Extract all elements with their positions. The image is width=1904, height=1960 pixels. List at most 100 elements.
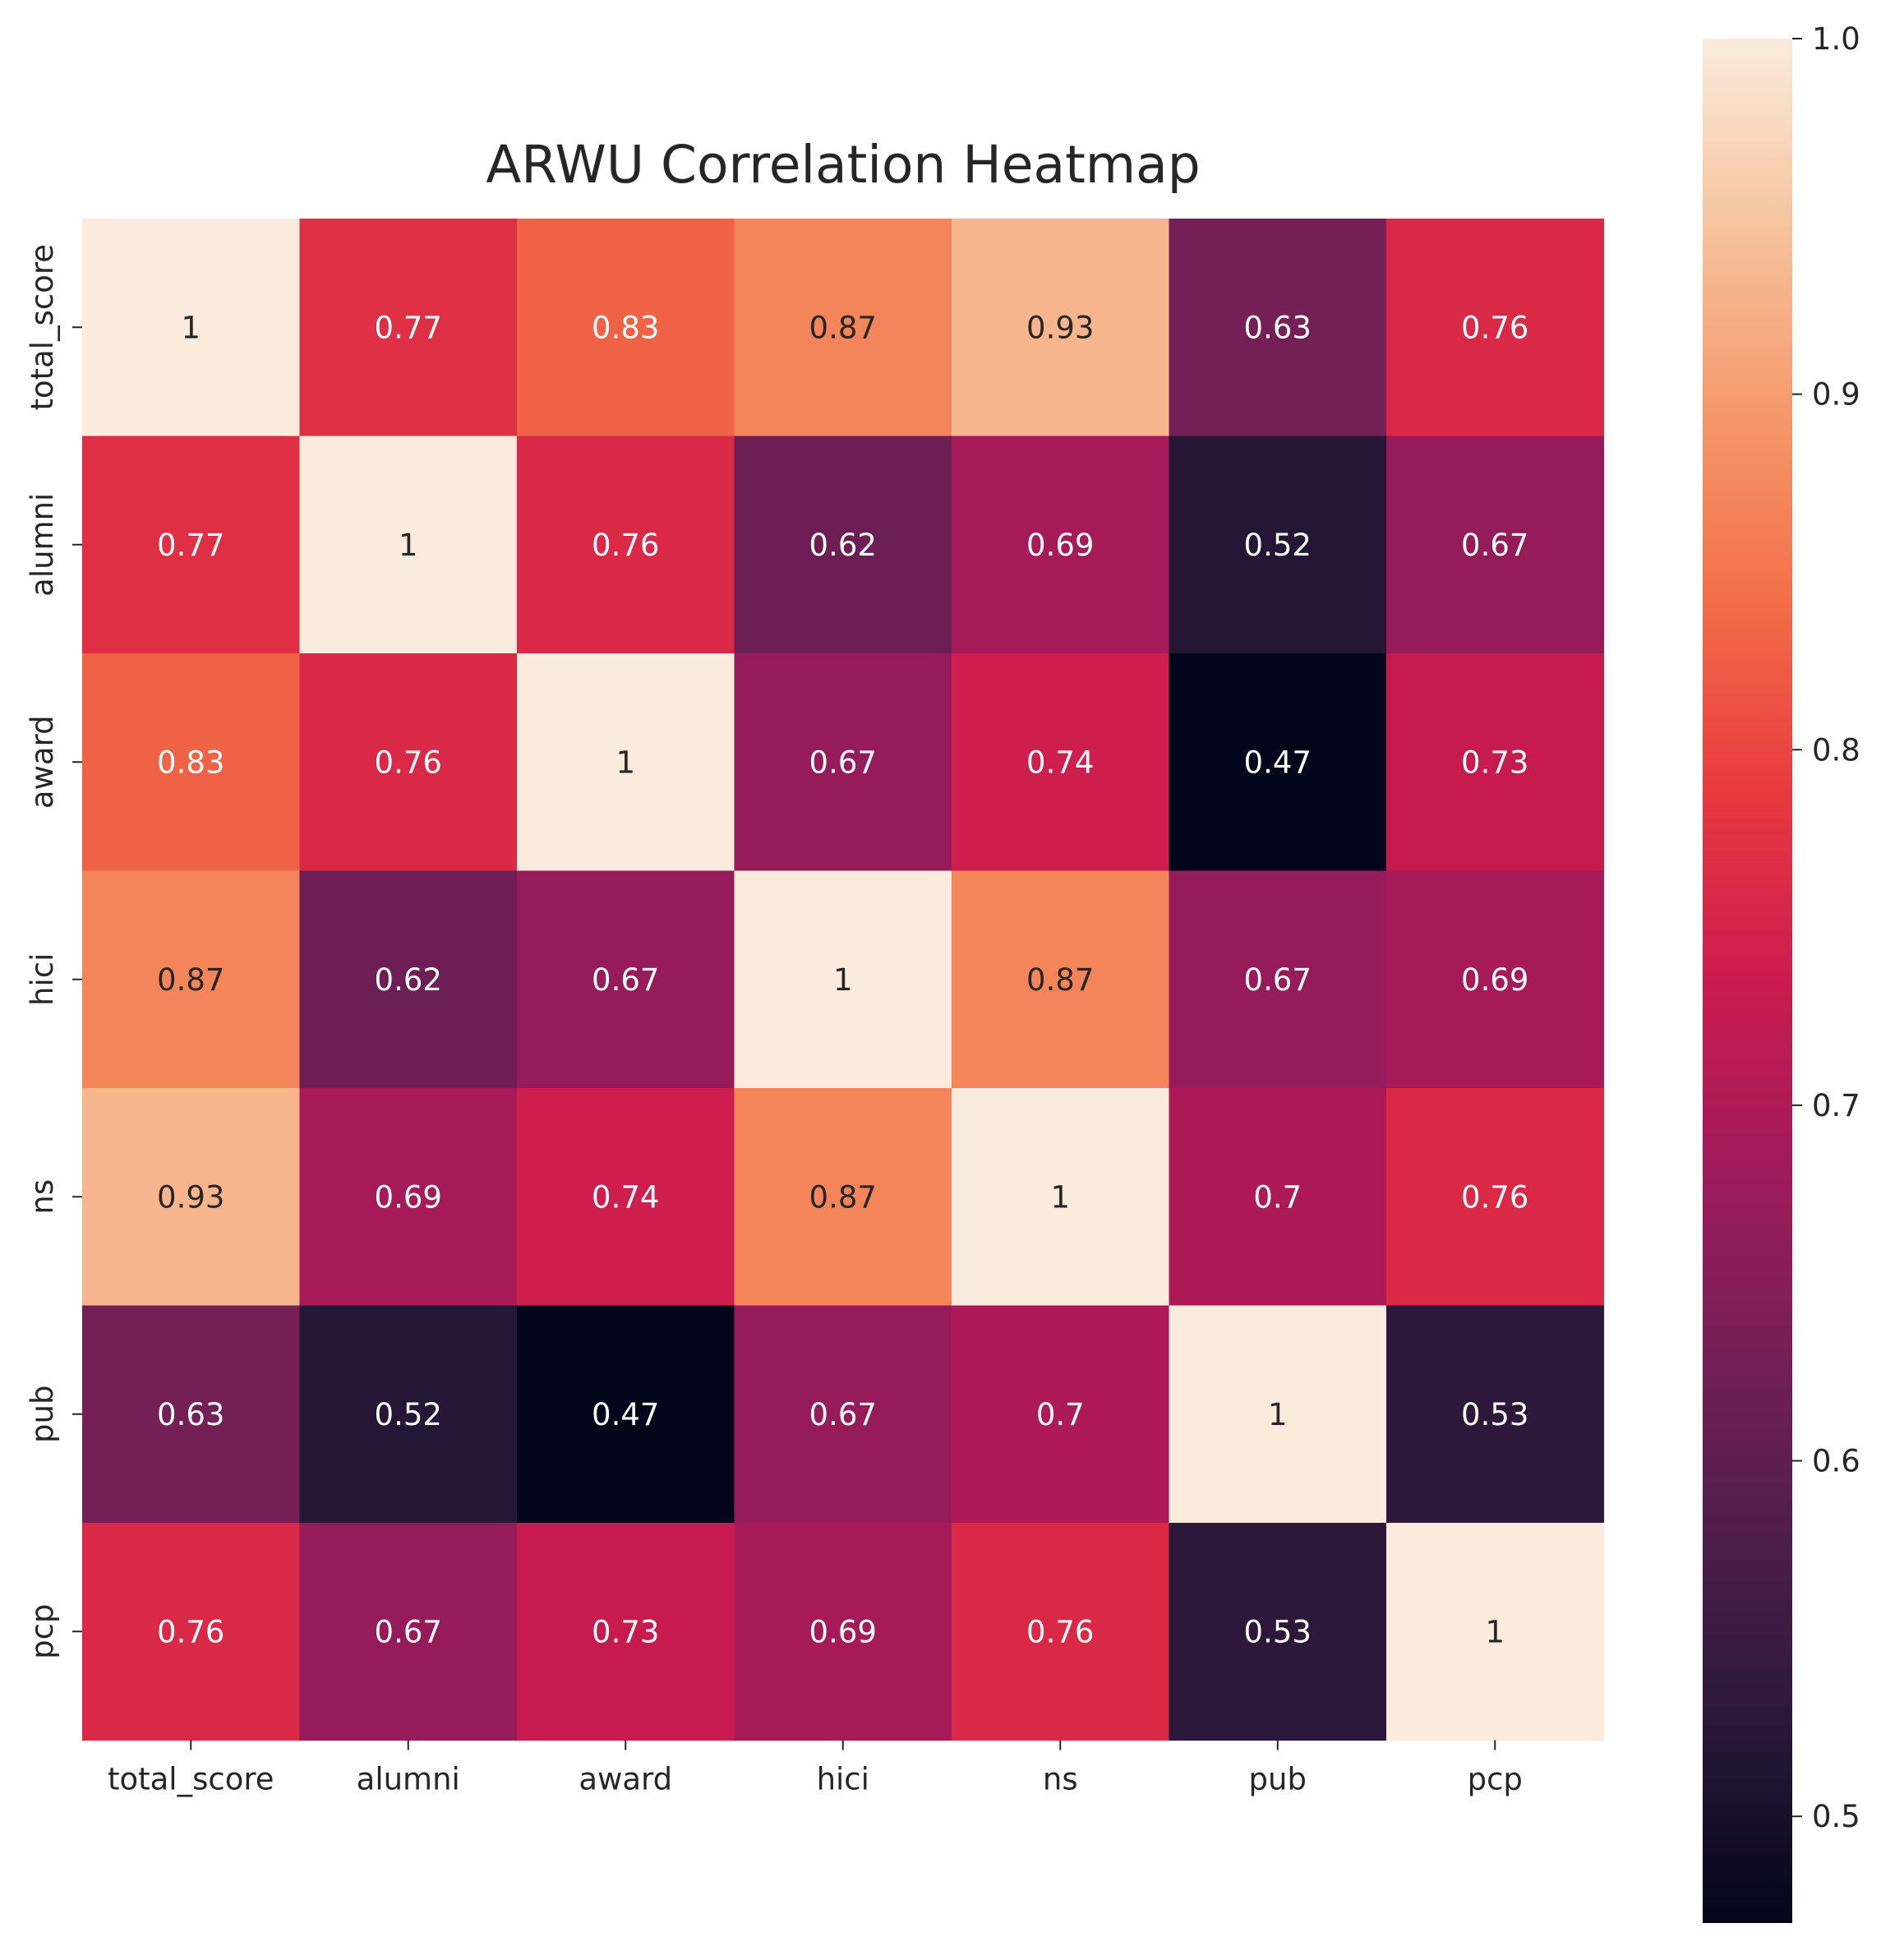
cell-value-label: 0.69 — [1026, 528, 1094, 563]
cell-value-label: 0.73 — [592, 1614, 659, 1649]
heatmap-cell — [299, 870, 518, 1089]
cell-value-label: 0.67 — [809, 745, 877, 780]
heatmap-cell — [734, 1305, 952, 1524]
x-tick-label: ns — [1043, 1762, 1078, 1797]
colorbar-tick-label: 0.5 — [1812, 1799, 1860, 1834]
y-tick-label: total_score — [25, 244, 60, 411]
cell-value-label: 0.83 — [592, 310, 659, 345]
cell-value-label: 1 — [1485, 1614, 1505, 1649]
heatmap-cell — [952, 870, 1170, 1089]
heatmap-cell — [299, 1523, 518, 1741]
heatmap-cell — [1386, 870, 1605, 1089]
chart-title: ARWU Correlation Heatmap — [486, 135, 1201, 195]
heatmap-cell — [517, 1088, 735, 1307]
cell-value-label: 0.69 — [375, 1179, 442, 1215]
colorbar-tick-label: 0.7 — [1812, 1088, 1860, 1123]
heatmap-cell — [299, 1088, 518, 1307]
x-tick-label: alumni — [357, 1762, 460, 1797]
heatmap-cell — [734, 219, 952, 437]
heatmap-cell — [952, 1088, 1170, 1307]
cell-value-label: 0.87 — [157, 962, 224, 998]
cell-value-label: 1 — [1268, 1397, 1288, 1432]
cell-value-label: 1 — [1050, 1179, 1070, 1215]
x-tick-label: award — [579, 1762, 672, 1797]
heatmap-cell — [82, 870, 301, 1089]
cell-value-label: 0.67 — [592, 962, 659, 998]
y-tick-label: pcp — [25, 1604, 60, 1659]
heatmap-cell — [299, 219, 518, 437]
heatmap-cell — [1169, 436, 1387, 654]
heatmap-cell — [299, 436, 518, 654]
cell-value-label: 0.52 — [1244, 528, 1312, 563]
heatmap-cell — [734, 1088, 952, 1307]
cell-value-label: 0.87 — [809, 1179, 877, 1215]
y-tick-label: ns — [25, 1179, 60, 1215]
colorbar-tick-label: 0.9 — [1812, 377, 1860, 413]
cell-value-label: 0.87 — [809, 310, 877, 345]
cell-value-label: 0.73 — [1461, 745, 1528, 780]
x-tick-label: hici — [817, 1762, 869, 1797]
heatmap-cell — [517, 653, 735, 872]
heatmap-cell — [1386, 1523, 1605, 1741]
y-tick-label: alumni — [25, 493, 60, 597]
cell-value-label: 0.62 — [375, 962, 442, 998]
heatmap-cell — [517, 219, 735, 437]
cell-value-label: 1 — [833, 962, 853, 998]
heatmap-cell — [1386, 219, 1605, 437]
colorbar-tick-label: 0.8 — [1812, 732, 1860, 768]
cell-value-label: 0.74 — [1026, 745, 1094, 780]
colorbar-ticks: 0.5 0.6 0.7 0.8 0.9 1.0 — [1792, 21, 1860, 1834]
heatmap-cell — [734, 1523, 952, 1741]
x-tick-label: pub — [1249, 1762, 1307, 1797]
cell-value-label: 0.77 — [157, 528, 224, 563]
y-tick-label: pub — [25, 1386, 60, 1443]
cell-value-label: 0.76 — [375, 745, 442, 780]
heatmap-cell — [299, 1305, 518, 1524]
cell-value-label: 0.76 — [1026, 1614, 1094, 1649]
heatmap-cell — [1169, 870, 1387, 1089]
heatmap-cell — [952, 1305, 1170, 1524]
cell-value-label: 0.53 — [1461, 1397, 1528, 1432]
cell-value-label: 0.67 — [809, 1397, 877, 1432]
colorbar: 0.5 0.6 0.7 0.8 0.9 1.0 — [1703, 21, 1860, 1923]
cell-value-label: 0.74 — [592, 1179, 659, 1215]
heatmap-cell — [1386, 1305, 1605, 1524]
heatmap-cell — [1386, 653, 1605, 872]
heatmap-cell — [734, 870, 952, 1089]
heatmap-cell — [1386, 436, 1605, 654]
heatmap-cell — [82, 1305, 301, 1524]
cell-value-label: 1 — [181, 310, 201, 345]
heatmap-cell — [517, 1523, 735, 1741]
heatmap-cell — [1169, 219, 1387, 437]
cell-value-label: 0.53 — [1244, 1614, 1312, 1649]
heatmap-cell — [82, 653, 301, 872]
heatmap-cell — [82, 1523, 301, 1741]
heatmap-cell — [1169, 1305, 1387, 1524]
cell-value-label: 0.83 — [157, 745, 224, 780]
cell-value-label: 0.77 — [375, 310, 442, 345]
cell-value-label: 0.52 — [375, 1397, 442, 1432]
heatmap-cell — [82, 436, 301, 654]
cell-value-label: 0.63 — [157, 1397, 224, 1432]
heatmap-cell — [952, 653, 1170, 872]
cell-value-label: 0.62 — [809, 528, 877, 563]
heatmap-cell — [82, 219, 301, 437]
cell-value-label: 0.47 — [592, 1397, 659, 1432]
heatmap-cells: 1 0.77 0.83 0.87 0.93 0.63 0.76 0.77 1 0.76 0.62 0.… — [82, 219, 1605, 1741]
cell-value-label: 0.76 — [1461, 1179, 1528, 1215]
heatmap-cell — [952, 219, 1170, 437]
cell-value-label: 0.7 — [1036, 1397, 1085, 1432]
x-tick-label: total_score — [108, 1762, 274, 1797]
y-tick-label: award — [25, 715, 60, 809]
heatmap-cell — [517, 1305, 735, 1524]
colorbar-tick-label: 1.0 — [1812, 21, 1860, 57]
cell-value-label: 0.67 — [1244, 962, 1312, 998]
x-axis: total_score alumni award hici ns pub pcp — [108, 1740, 1523, 1797]
cell-value-label: 0.7 — [1253, 1179, 1302, 1215]
cell-value-label: 0.69 — [1461, 962, 1528, 998]
cell-value-label: 0.76 — [157, 1614, 224, 1649]
heatmap-cell — [1386, 1088, 1605, 1307]
heatmap-cell — [517, 870, 735, 1089]
